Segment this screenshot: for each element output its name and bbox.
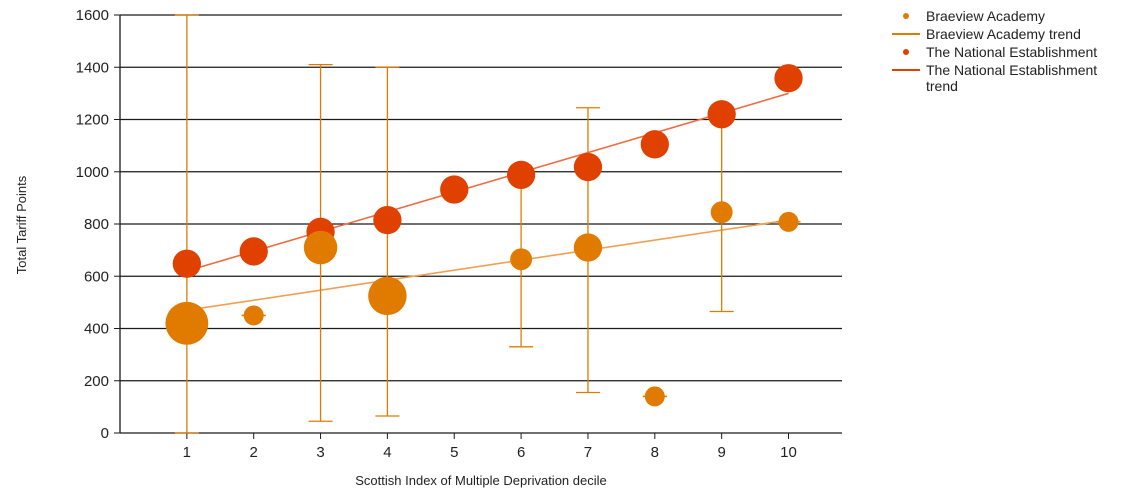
data-point: [573, 152, 603, 182]
x-tick-label: 9: [717, 444, 725, 461]
legend-item: Braeview Academy: [890, 8, 1122, 24]
y-tick-label: 1400: [76, 59, 109, 76]
data-point: [303, 230, 338, 265]
legend: Braeview Academy Braeview Academy trend Th…: [890, 8, 1122, 96]
y-tick-label: 400: [84, 321, 109, 338]
axes: [114, 14, 842, 439]
x-tick-label: 3: [316, 444, 324, 461]
data-point: [510, 248, 533, 271]
data-point: [165, 301, 209, 345]
trend-line: [186, 92, 789, 272]
y-tick-label: 600: [84, 268, 109, 285]
legend-label: The National Establishment: [926, 44, 1098, 60]
x-tick-label: 4: [383, 444, 391, 461]
data-point: [778, 211, 799, 232]
legend-item: The National Establishment trend: [890, 62, 1122, 94]
data-point: [774, 64, 803, 93]
legend-item: The National Establishment: [890, 44, 1122, 60]
legend-item: Braeview Academy trend: [890, 26, 1122, 42]
data-point: [506, 160, 536, 190]
trend-lines: [186, 92, 789, 312]
x-tick-label: 8: [651, 444, 659, 461]
x-tick-label: 10: [780, 444, 797, 461]
data-point: [644, 386, 665, 407]
y-tick-label: 0: [101, 425, 109, 442]
x-tick-labels: 1 2 3 4 5 6 7 8 9 10: [183, 444, 797, 461]
gridlines: [120, 14, 842, 382]
data-point: [707, 100, 736, 129]
legend-marker-dot: [890, 44, 922, 60]
y-tick-label: 1600: [76, 7, 109, 24]
y-tick-label: 1000: [76, 164, 109, 181]
y-tick-labels: 0 200 400 600 800 1000 1200 1400 1600: [76, 7, 109, 442]
legend-label: The National Establishment trend: [926, 62, 1098, 94]
data-point: [573, 233, 603, 262]
data-points: [165, 64, 803, 407]
data-point: [373, 205, 402, 235]
x-tick-label: 1: [183, 444, 191, 461]
data-point: [243, 305, 264, 326]
x-tick-label: 2: [250, 444, 258, 461]
data-point: [239, 237, 268, 266]
x-tick-label: 7: [584, 444, 592, 461]
legend-label: Braeview Academy trend: [926, 26, 1081, 42]
x-axis-title: Scottish Index of Multiple Deprivation d…: [355, 473, 606, 488]
legend-marker-dot: [890, 8, 922, 24]
y-axis-title: Total Tariff Points: [14, 175, 29, 274]
data-point: [640, 130, 669, 159]
x-tick-label: 6: [517, 444, 525, 461]
y-tick-label: 800: [84, 216, 109, 233]
legend-label: Braeview Academy: [926, 8, 1046, 24]
data-point: [172, 249, 201, 278]
data-point: [440, 175, 469, 204]
x-tick-label: 5: [450, 444, 458, 461]
data-point: [710, 201, 733, 224]
legend-marker-line: [890, 62, 922, 78]
y-tick-label: 1200: [76, 112, 109, 129]
legend-marker-line: [890, 26, 922, 42]
trend-line: [186, 219, 789, 312]
y-tick-label: 200: [84, 373, 109, 390]
data-point: [368, 276, 407, 316]
